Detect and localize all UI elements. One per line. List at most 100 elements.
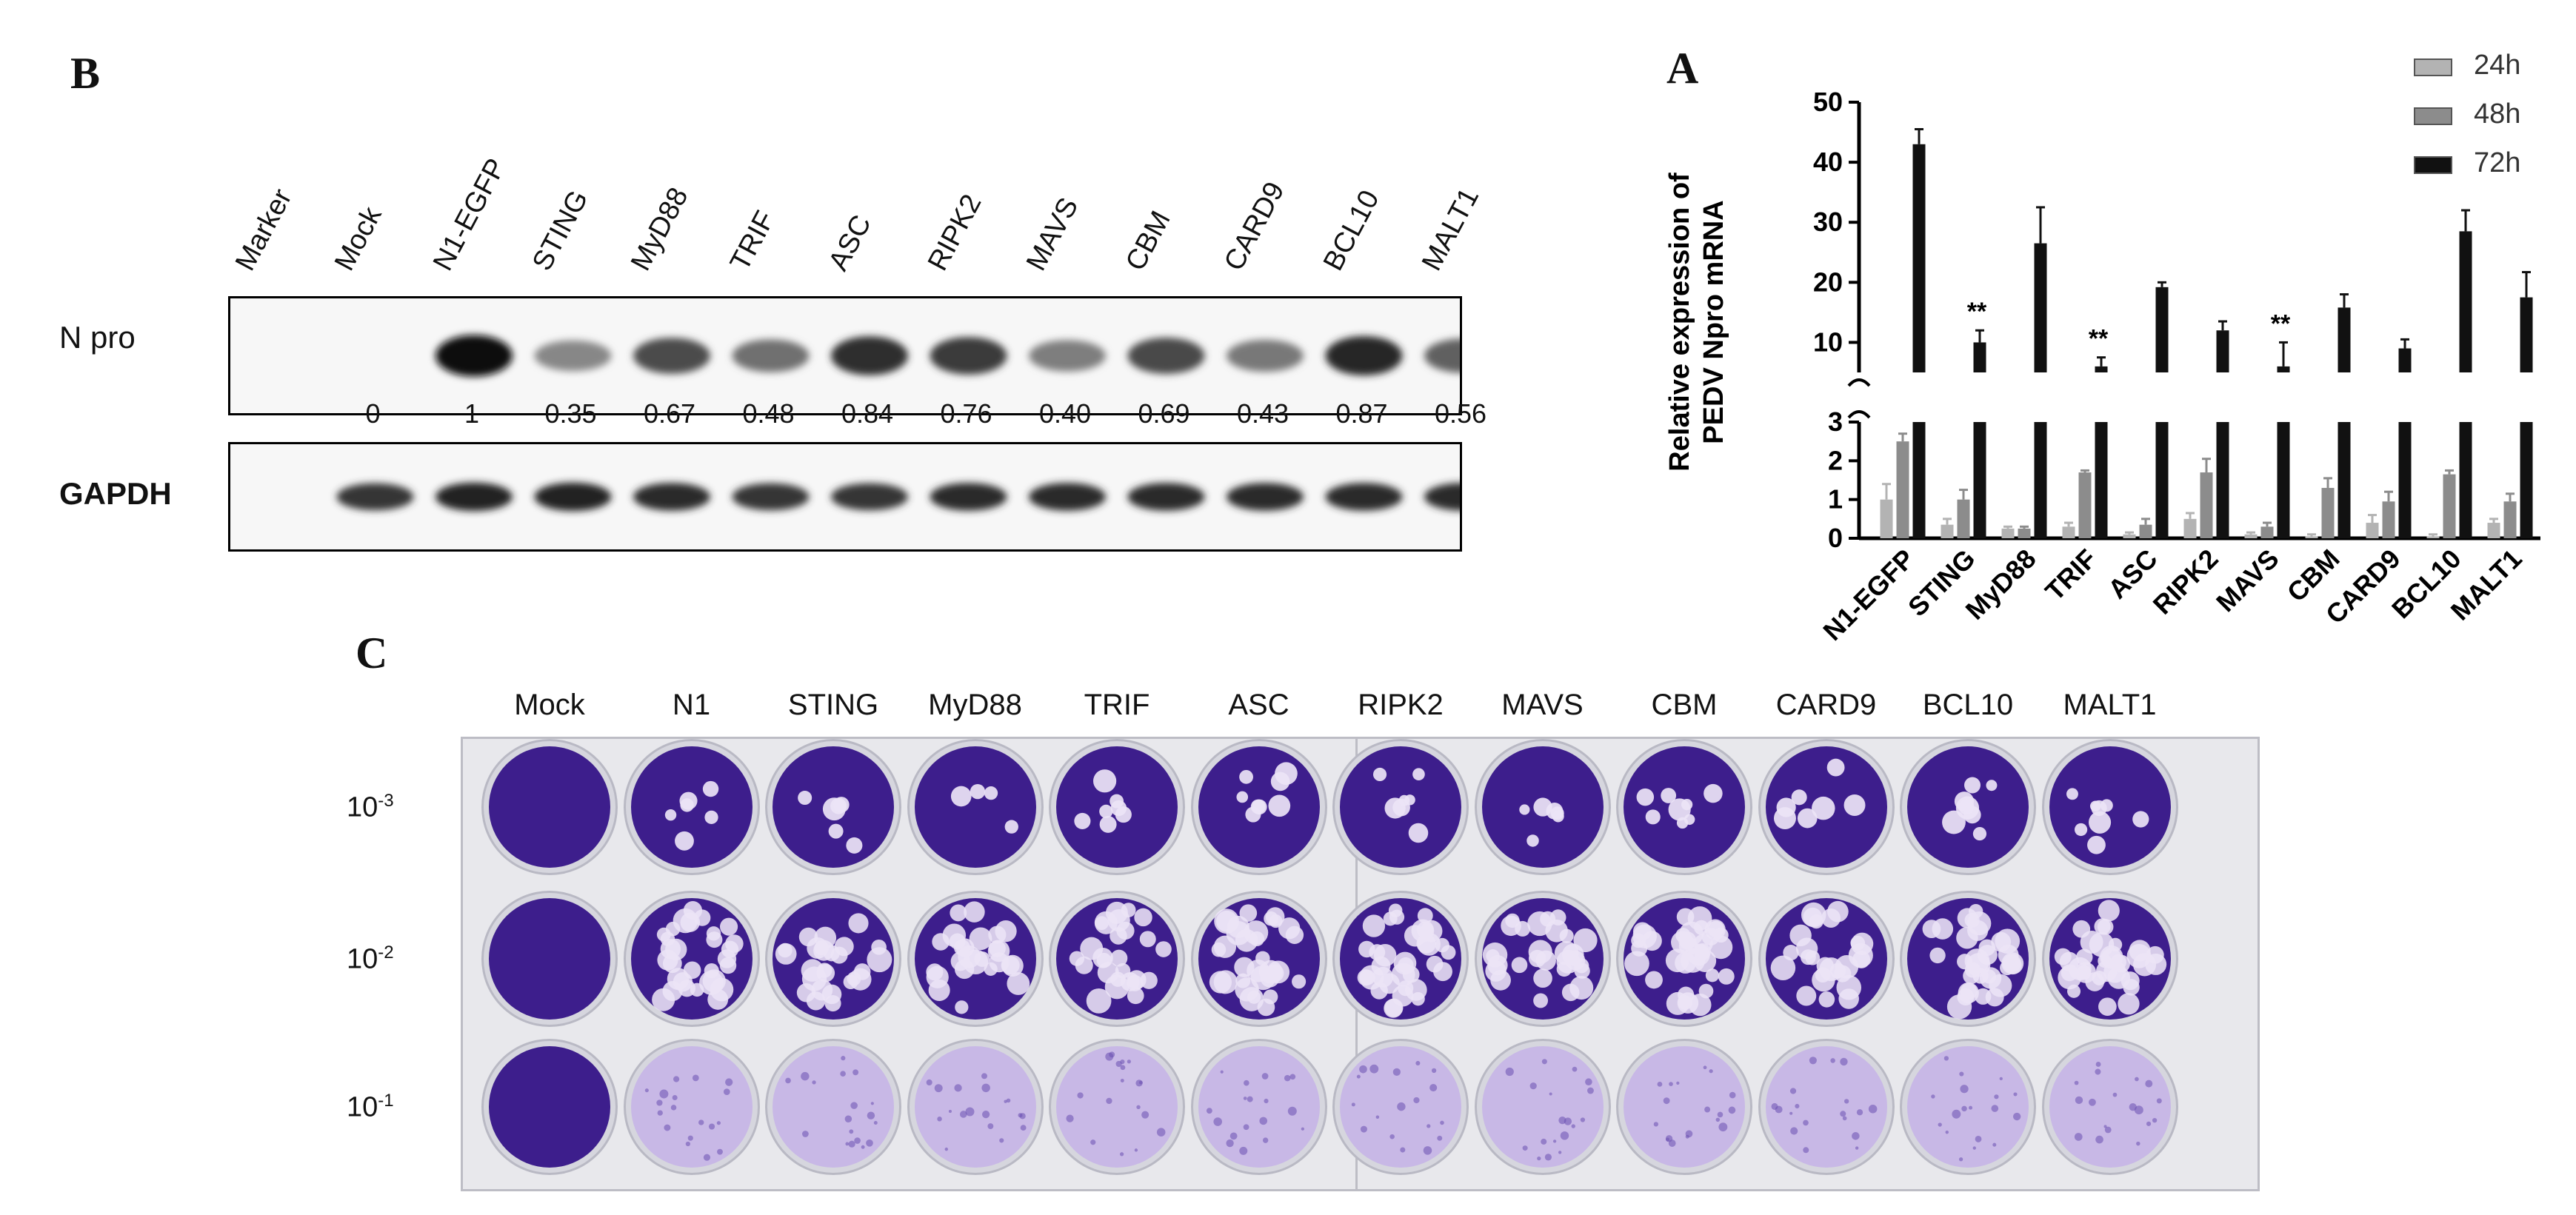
stain-speck <box>1789 1088 1796 1094</box>
stain-speck <box>1789 1111 1792 1115</box>
stain-speck <box>1855 1146 1858 1150</box>
stain-speck <box>1287 1106 1297 1116</box>
stain-speck <box>2074 1080 2078 1085</box>
plaque <box>1006 972 1030 995</box>
plaque <box>664 809 676 821</box>
band-ratio: 1 <box>464 398 480 429</box>
stain-speck <box>724 1078 733 1086</box>
stain-speck <box>1135 1080 1143 1087</box>
plaque <box>1243 920 1268 945</box>
stain-speck <box>953 1084 962 1092</box>
band-ratio: 0 <box>365 398 381 429</box>
plate-well <box>630 898 753 1020</box>
plaque <box>970 783 985 800</box>
plaque <box>994 920 1017 943</box>
plaque <box>1849 935 1865 951</box>
lane-label: Marker <box>230 184 298 276</box>
plaque <box>1233 957 1255 977</box>
bar-72h <box>2398 422 2412 538</box>
legend-label: 72h <box>2474 147 2520 178</box>
plaque <box>2088 811 2111 834</box>
plaque <box>969 927 992 951</box>
stain-speck <box>866 1139 873 1147</box>
well-plaques <box>664 780 718 851</box>
band-ratio: 0.76 <box>940 398 992 429</box>
stain-speck <box>1868 1104 1877 1114</box>
well-plaques <box>1209 904 1306 1017</box>
plaque <box>1964 912 1980 928</box>
plaque <box>1986 780 1998 791</box>
stain-speck <box>1431 1068 1437 1074</box>
stain-speck <box>2112 1092 2117 1097</box>
plaque <box>1259 968 1280 988</box>
gapdh-bands <box>336 482 1501 512</box>
stain-speck <box>1429 1084 1438 1092</box>
plaque <box>1661 788 1677 803</box>
plaque <box>1484 960 1506 982</box>
dilution-label: 10-3 <box>347 791 394 823</box>
stain-speck <box>1301 1127 1304 1131</box>
protein-band <box>1424 338 1501 373</box>
stain-speck <box>2088 1098 2096 1106</box>
stain-speck <box>1584 1078 1592 1086</box>
plaque <box>2091 970 2106 985</box>
stain-speck <box>2013 1092 2018 1097</box>
stain-speck <box>841 1056 846 1061</box>
plate-well <box>2049 898 2171 1020</box>
lane-label: STING <box>526 185 595 276</box>
stain-speck <box>1356 1074 1361 1079</box>
plate-well <box>1056 898 1178 1020</box>
plate-well <box>1198 898 1320 1020</box>
stain-speck <box>1262 1137 1268 1143</box>
plate-column-label: BCL10 <box>1922 689 2014 721</box>
plate-column-label: Mock <box>514 689 585 721</box>
bar-48h <box>2503 501 2517 538</box>
well-plaques <box>1624 906 1735 1017</box>
plate-column-label: MyD88 <box>928 689 1022 721</box>
stain-speck <box>2152 1118 2157 1123</box>
plaque <box>1383 911 1398 926</box>
bar-48h <box>2200 472 2213 538</box>
plaque <box>2089 800 2100 812</box>
protein-band <box>534 340 612 372</box>
plaque <box>833 797 850 813</box>
plaque <box>1511 957 1527 974</box>
plaque <box>2146 945 2164 964</box>
stain-speck <box>844 1115 852 1123</box>
legend-swatch <box>2414 156 2452 174</box>
stain-speck <box>1006 1098 1010 1103</box>
plaque <box>949 904 967 922</box>
plate-well <box>1907 746 2029 868</box>
stain-speck <box>1972 1146 1976 1150</box>
lane-label: MALT1 <box>1416 183 1486 276</box>
category-label: RIPK2 <box>2147 543 2224 620</box>
plaque <box>1770 955 1795 980</box>
stain-speck <box>1156 1128 1166 1137</box>
plaque <box>846 837 863 854</box>
stain-speck <box>1505 1067 1514 1077</box>
stain-speck <box>1943 1056 1949 1061</box>
stain-speck <box>1809 1057 1817 1065</box>
plaque <box>2097 919 2113 935</box>
stain-speck <box>2074 1133 2083 1141</box>
stain-speck <box>1938 1122 1942 1127</box>
stain-speck <box>1413 1097 1420 1104</box>
protein-band <box>831 483 908 511</box>
bar-72h <box>2459 231 2472 372</box>
well-plaques <box>489 898 610 1020</box>
plaque <box>1528 940 1552 964</box>
stain-speck <box>1728 1106 1736 1114</box>
plaque <box>1263 911 1278 926</box>
protein-band <box>1424 483 1501 511</box>
stain-speck <box>1851 1132 1860 1140</box>
plate-well <box>1481 746 1604 868</box>
stain-speck <box>1243 1097 1247 1100</box>
plaque <box>1235 791 1248 803</box>
bar-24h <box>1880 499 1893 538</box>
plate-well <box>630 746 753 868</box>
stain-speck <box>1991 1105 1999 1112</box>
stain-speck <box>1243 1124 1249 1131</box>
stain-speck <box>2134 1077 2139 1082</box>
plaque <box>1624 951 1649 977</box>
plaque <box>1086 988 1112 1014</box>
